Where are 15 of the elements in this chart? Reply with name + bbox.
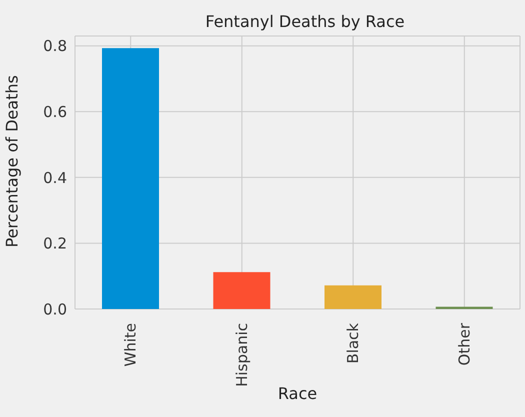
x-tick-label: Other xyxy=(455,322,474,366)
y-tick-label: 0.4 xyxy=(43,168,67,187)
y-tick-label: 0.6 xyxy=(43,102,67,121)
y-axis-title: Percentage of Deaths xyxy=(2,75,22,248)
x-axis-title: Race xyxy=(278,384,318,403)
chart-title: Fentanyl Deaths by Race xyxy=(204,12,406,31)
y-tick-label: 0.8 xyxy=(43,37,67,56)
x-tick-label: Hispanic xyxy=(232,323,251,387)
x-tick-label: Black xyxy=(344,322,362,364)
y-tick-label: 0.2 xyxy=(43,234,67,253)
y-tick-label: 0.0 xyxy=(43,300,67,318)
bar xyxy=(324,285,382,309)
bar xyxy=(102,48,159,309)
x-tick-label: White xyxy=(122,323,140,367)
bar xyxy=(213,272,270,309)
